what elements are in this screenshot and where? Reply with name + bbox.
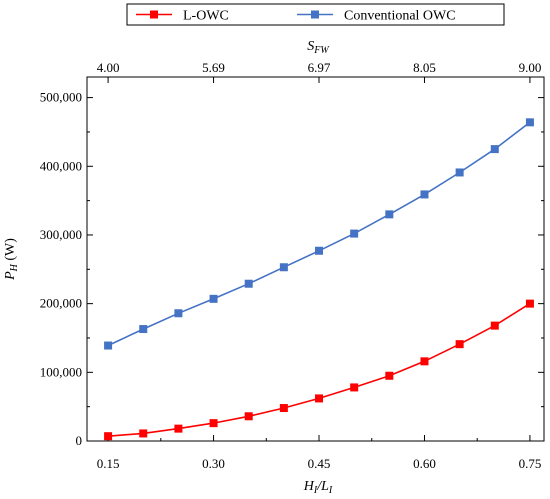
data-point-l-owc — [244, 412, 253, 421]
y-tick-label: 0 — [76, 433, 83, 448]
x-tick-label: 0.30 — [202, 456, 225, 471]
data-point-conventional-owc — [350, 229, 359, 238]
top-axis-label: SFW — [307, 39, 330, 56]
data-point-l-owc — [525, 299, 534, 308]
data-point-conventional-owc — [385, 210, 394, 219]
y-tick-label: 400,000 — [40, 158, 82, 173]
plot-frame — [86, 76, 545, 442]
series-layer — [104, 118, 534, 441]
x-tick-label: 0.60 — [413, 456, 436, 471]
data-point-conventional-owc — [315, 246, 324, 255]
data-point-conventional-owc — [104, 341, 113, 350]
x-tick-label: 0.45 — [308, 456, 331, 471]
data-point-l-owc — [385, 371, 394, 380]
data-point-l-owc — [104, 432, 113, 441]
legend-label-conventional-owc: Conventional OWC — [344, 9, 456, 24]
x-axis-ticks: 0.15 0.30 0.45 0.60 0.75 — [97, 435, 542, 471]
top-axis-title: SFW — [307, 39, 330, 56]
data-point-l-owc — [315, 394, 324, 403]
legend-label-l-owc: L-OWC — [183, 9, 229, 24]
top-tick-label: 9.00 — [519, 60, 542, 75]
y-tick-label: 300,000 — [40, 227, 82, 242]
data-point-l-owc — [420, 357, 429, 366]
data-point-l-owc — [139, 429, 148, 438]
top-tick-label: 8.05 — [413, 60, 436, 75]
data-point-l-owc — [279, 404, 288, 413]
legend-marker-conventional-owc — [311, 10, 319, 19]
y-tick-label: 200,000 — [40, 296, 82, 311]
top-tick-label: 4.00 — [97, 60, 120, 75]
x-tick-label: 0.75 — [519, 456, 542, 471]
y-tick-label: 100,000 — [40, 364, 82, 379]
data-point-conventional-owc — [139, 325, 148, 334]
top-axis-ticks: 4.00 5.69 6.97 8.05 9.00 — [97, 60, 542, 83]
y-axis-ticks: 0 100,000 200,000 300,000 400,000 500,000 — [40, 90, 544, 448]
data-point-conventional-owc — [244, 279, 253, 288]
x-tick-label: 0.15 — [97, 456, 120, 471]
data-point-l-owc — [350, 383, 359, 392]
data-point-l-owc — [490, 321, 499, 330]
x-axis-title: HI/LI — [303, 479, 333, 496]
data-point-l-owc — [209, 419, 218, 428]
y-tick-label: 500,000 — [40, 90, 82, 105]
legend: L-OWC Conventional OWC — [126, 3, 505, 26]
data-point-conventional-owc — [525, 118, 534, 127]
data-point-conventional-owc — [209, 294, 218, 303]
legend-marker-l-owc — [150, 10, 158, 19]
series-l-owc — [104, 299, 534, 441]
data-point-conventional-owc — [455, 168, 464, 177]
top-tick-label: 6.97 — [308, 60, 331, 75]
series-conventional-owc — [104, 118, 534, 350]
data-point-conventional-owc — [174, 309, 183, 318]
series-line-l-owc — [108, 302, 531, 437]
data-point-l-owc — [174, 424, 183, 433]
x-axis-label: HI/LI — [303, 479, 333, 496]
data-point-conventional-owc — [490, 145, 499, 154]
top-tick-label: 5.69 — [202, 60, 225, 75]
data-point-conventional-owc — [279, 263, 288, 272]
y-axis-title: PH (W) — [3, 238, 20, 281]
data-point-l-owc — [455, 340, 464, 349]
y-axis-label: PH (W) — [3, 238, 20, 281]
data-point-conventional-owc — [420, 190, 429, 199]
series-line-conventional-owc — [107, 121, 531, 347]
